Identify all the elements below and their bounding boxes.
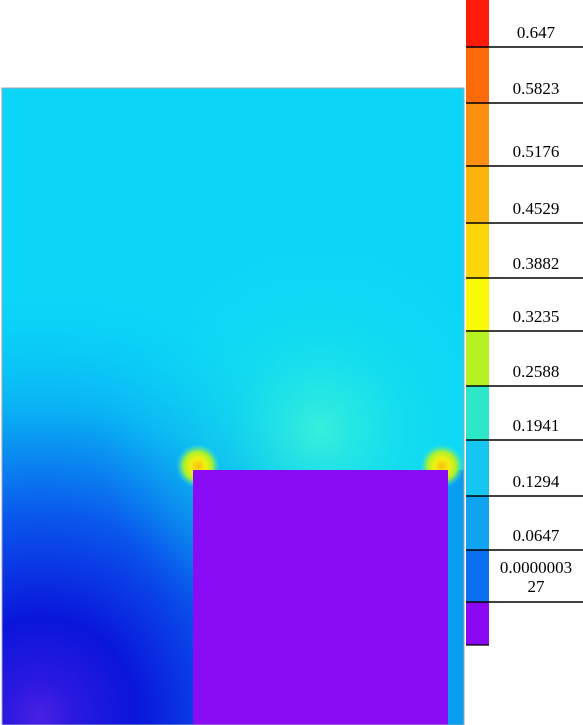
field-outline [1,87,465,725]
colorbar-segment [466,278,489,331]
colorbar [466,0,583,646]
colorbar-label: 0.1941 [512,416,560,435]
colorbar-segment [466,166,489,223]
colorbar-segment [466,47,489,103]
colorbar-label: 0.1294 [512,472,560,491]
colorbar-segment [466,440,489,496]
colorbar-label: 0.2588 [512,362,560,381]
colorbar-segment [466,0,489,47]
colorbar-segment [466,496,489,550]
colorbar-segment [466,331,489,386]
colorbar-label: 0.5176 [512,142,560,161]
colorbar-segment [466,602,489,645]
colorbar-label: 0.3235 [512,307,560,326]
colorbar-segment [466,103,489,166]
colorbar-label: 0.647 [516,23,556,42]
colorbar-label: 0.3882 [512,254,560,273]
colorbar-label: 0.0000003 27 [499,558,573,596]
colorbar-label: 0.5823 [512,79,560,98]
colorbar-label: 0.0647 [512,526,560,545]
colorbar-label: 0.4529 [512,199,560,218]
block-region [193,470,448,725]
colorbar-segment [466,223,489,278]
right-gap-strip [448,470,464,725]
colorbar-segment [466,386,489,440]
colorbar-segment [466,550,489,602]
